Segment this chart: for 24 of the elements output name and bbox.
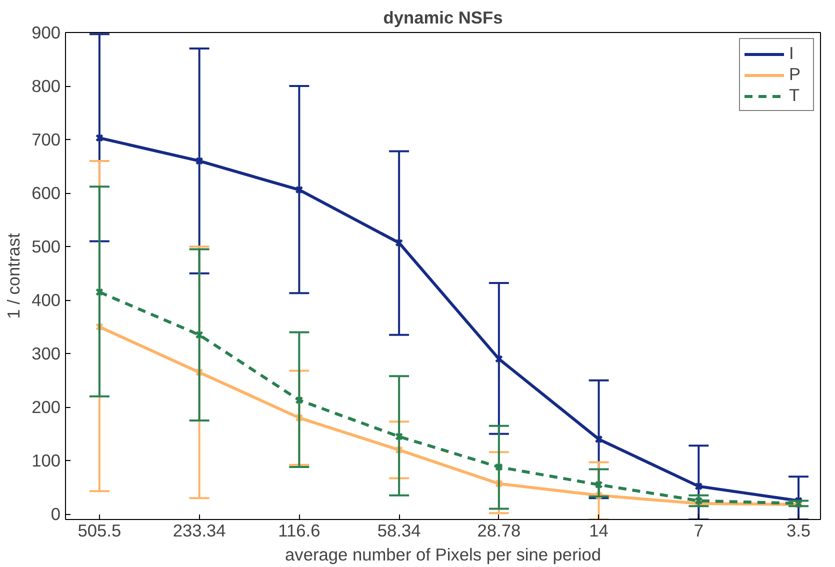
y-axis-title: 1 / contrast bbox=[4, 232, 24, 319]
x-tick-label: 116.6 bbox=[278, 520, 320, 540]
legend-label: T bbox=[789, 85, 801, 106]
legend-label: I bbox=[789, 43, 795, 64]
y-tick-label: 100 bbox=[32, 450, 61, 471]
y-tick-label: 900 bbox=[32, 22, 61, 42]
y-tick-label: 0 bbox=[50, 504, 61, 524]
y-tick-label: 400 bbox=[32, 290, 61, 310]
x-tick-label: 58.34 bbox=[377, 520, 422, 540]
x-tick-label: 7 bbox=[694, 520, 704, 540]
legend-label: P bbox=[789, 64, 802, 85]
x-tick-label: 3.5 bbox=[786, 520, 811, 540]
y-tick-label: 300 bbox=[32, 344, 61, 364]
y-tick-label: 700 bbox=[32, 130, 61, 150]
x-tick-label: 28.78 bbox=[477, 520, 521, 540]
chart-title: dynamic NSFs bbox=[383, 8, 503, 28]
x-axis-title: average number of Pixels per sine period bbox=[285, 544, 601, 564]
x-tick-label: 14 bbox=[589, 520, 609, 540]
y-tick-label: 200 bbox=[32, 397, 61, 418]
y-tick-label: 600 bbox=[32, 183, 61, 204]
y-tick-label: 500 bbox=[32, 236, 61, 257]
y-tick-label: 800 bbox=[32, 76, 61, 96]
x-tick-label: 505.5 bbox=[78, 520, 122, 540]
x-tick-label: 233.34 bbox=[172, 520, 226, 540]
